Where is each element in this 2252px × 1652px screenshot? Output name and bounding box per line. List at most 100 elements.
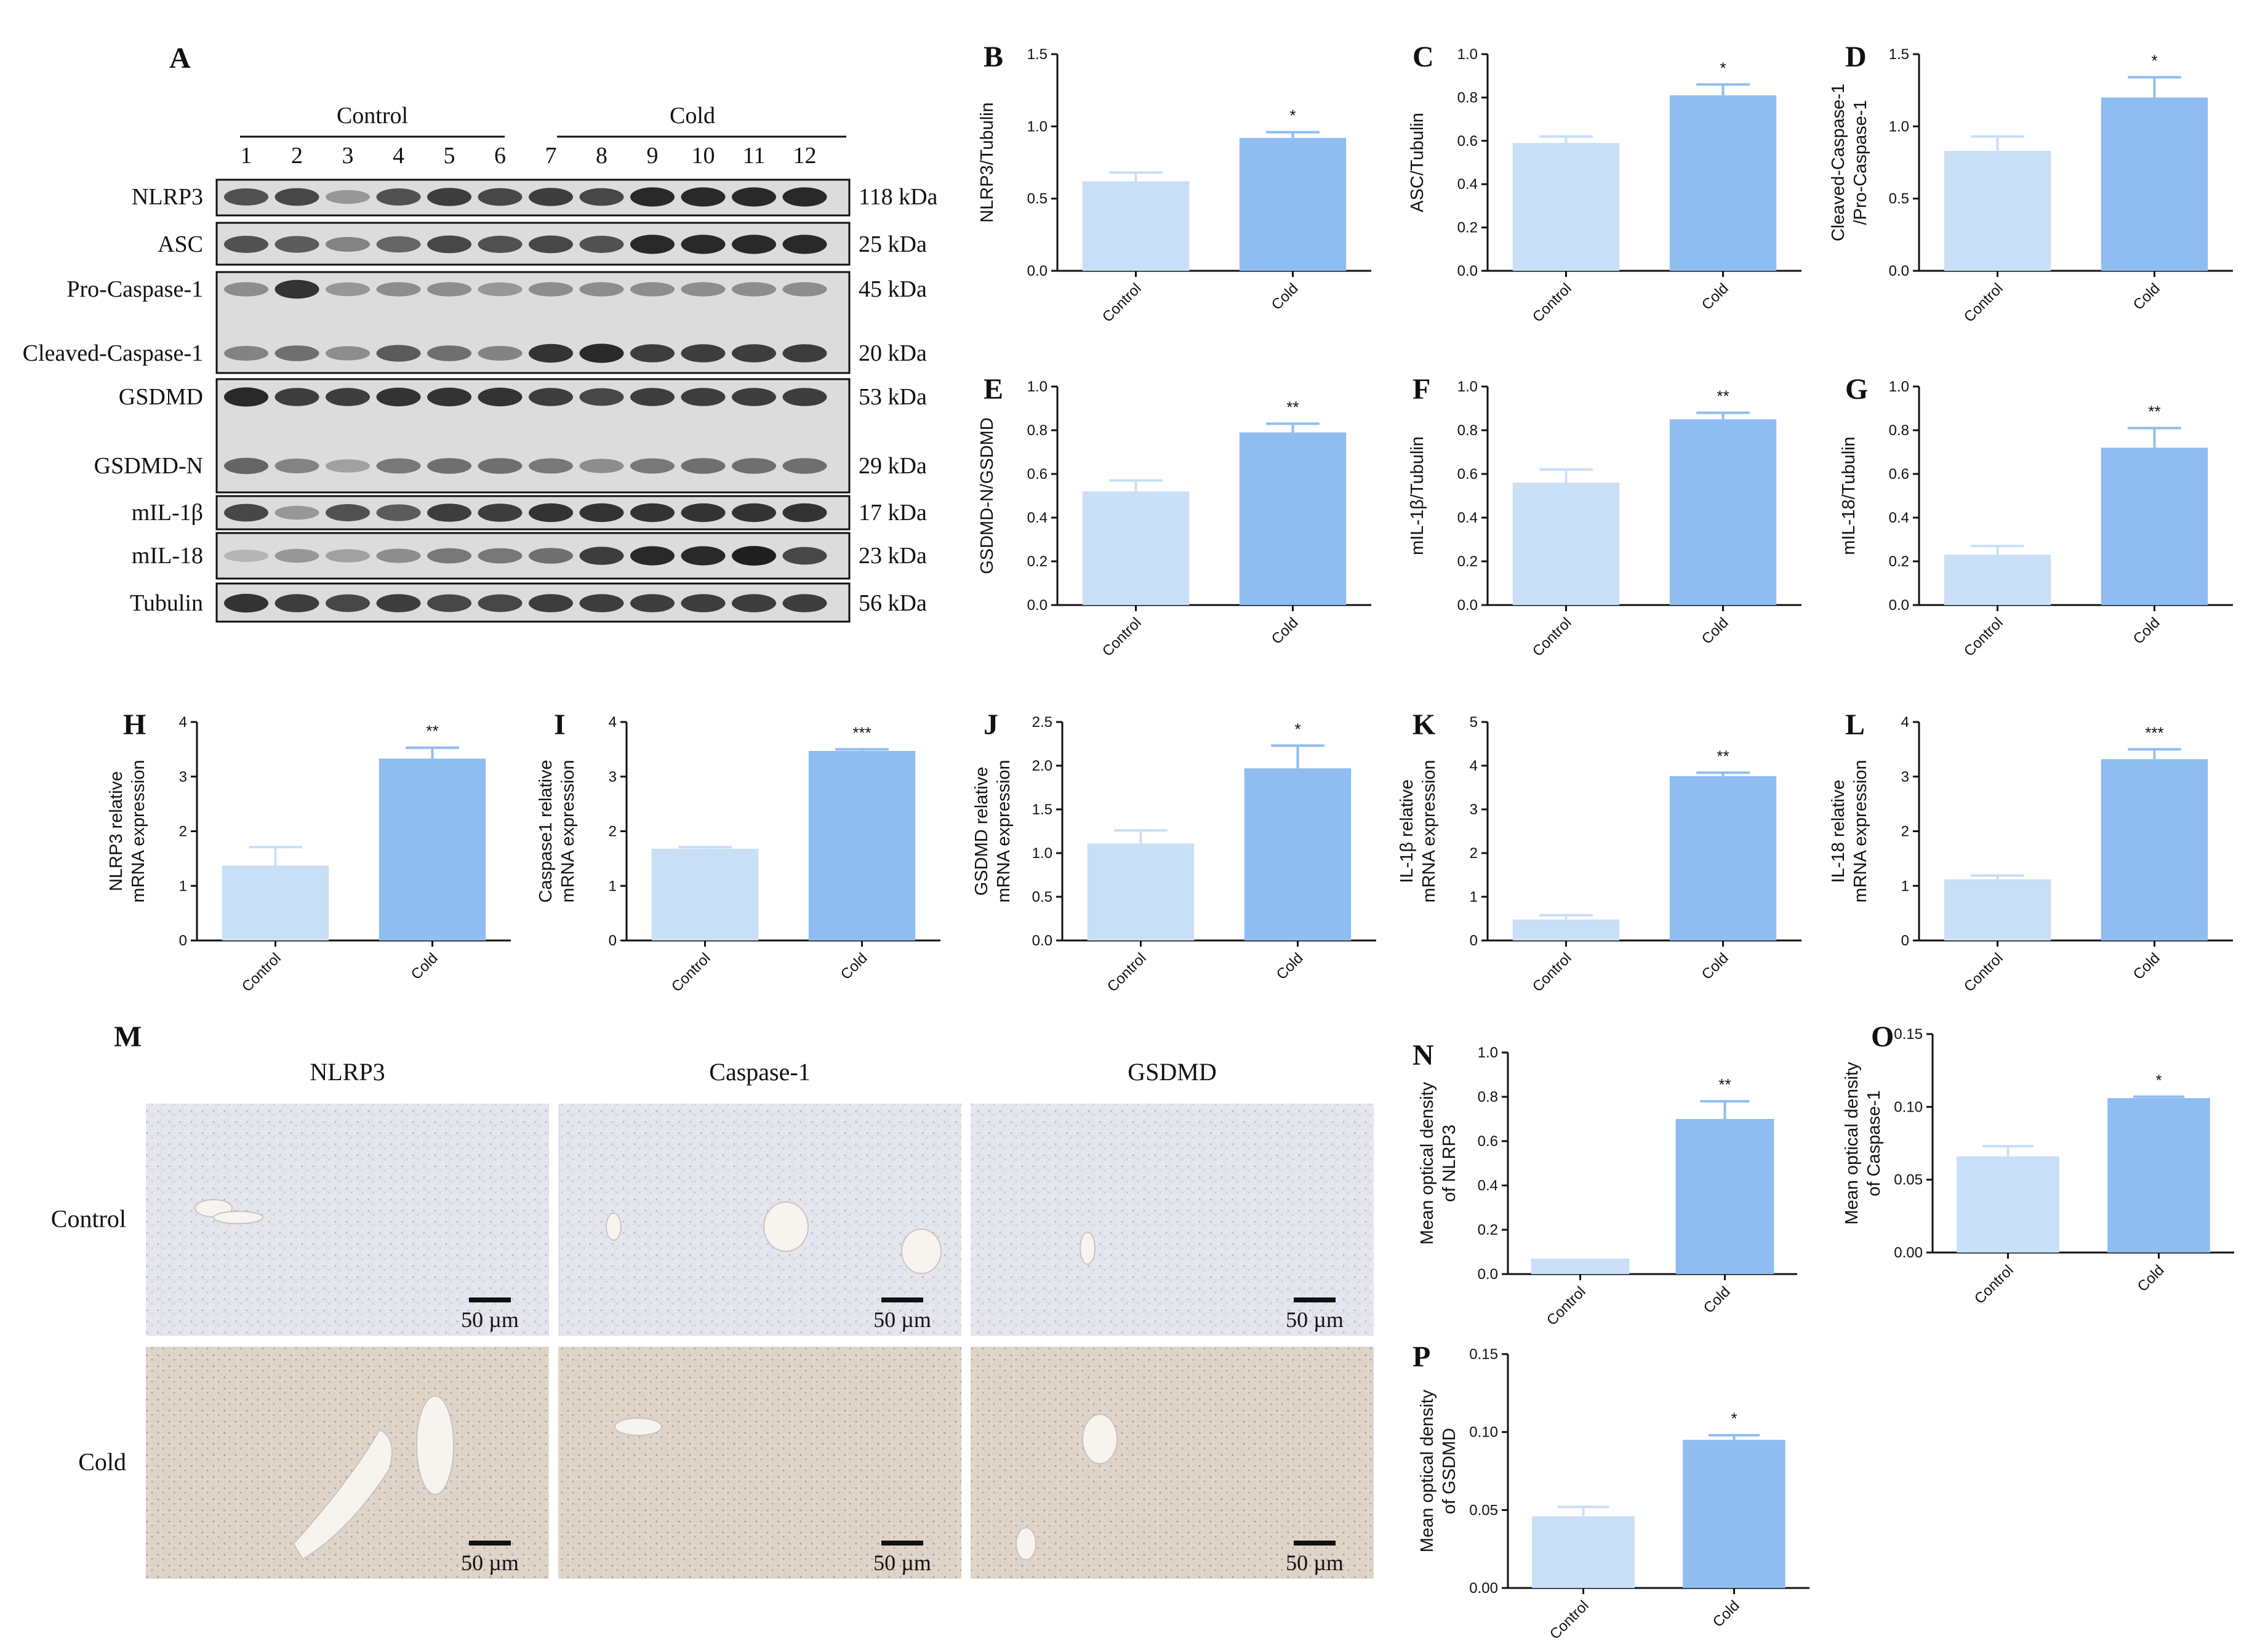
lane-number: 2 xyxy=(291,143,303,169)
blot-band xyxy=(529,458,573,474)
blot-band xyxy=(681,282,726,297)
blot-band xyxy=(732,458,776,474)
vessel-lumen xyxy=(1016,1527,1036,1560)
ihc-column-label: GSDMD xyxy=(1128,1058,1216,1086)
blot-band xyxy=(427,188,471,206)
blot-band xyxy=(326,504,370,521)
blot-band xyxy=(427,345,471,361)
scale-bar-label: 50 µm xyxy=(1286,1307,1344,1332)
panel-letter-N: N xyxy=(1413,1039,1434,1072)
blot-band xyxy=(326,190,370,204)
y-tick-label: 3 xyxy=(609,769,617,785)
x-tick-label: Control xyxy=(1961,614,2006,660)
chart-O: O 0.00 0.05 0.10 0.15 Mean optical density of … xyxy=(1842,1020,2234,1307)
blot-band xyxy=(326,594,370,612)
lane-number: 1 xyxy=(241,143,252,169)
blot-band xyxy=(376,387,421,407)
y-axis-label: ASC/Tubulin xyxy=(1408,113,1427,212)
blot-band xyxy=(579,503,624,523)
y-tick-label: 1.0 xyxy=(1889,379,1909,395)
vessel-lumen xyxy=(763,1201,809,1252)
blot-band xyxy=(478,594,523,612)
blot-row-label: mIL-18 xyxy=(132,543,203,569)
ihc-row-label: Control xyxy=(51,1205,126,1233)
blot-band xyxy=(782,547,827,565)
bar-control xyxy=(1512,483,1620,605)
blot-band xyxy=(224,550,268,562)
blot-band xyxy=(681,503,726,523)
chart-H: H 0 1 2 3 4 NLRP3 relative mRNA expression Contr… xyxy=(106,708,511,995)
chart-B: B 0.0 0.5 1.0 1.5 NLRP3/Tubulin Control Cold * xyxy=(977,41,1371,326)
y-tick-label: 0.2 xyxy=(1478,1222,1498,1238)
scale-bar-label: 50 µm xyxy=(1286,1550,1344,1575)
chart-E: E 0.0 0.2 0.4 0.6 0.8 1.0 GSDMD-N/GSDMD Control C… xyxy=(977,373,1371,660)
y-tick-label: 0 xyxy=(1901,932,1909,949)
blot-band xyxy=(782,458,827,474)
y-tick-label: 0.0 xyxy=(1027,597,1048,614)
blot-kda-label: 45 kDa xyxy=(859,276,927,302)
bar-control xyxy=(651,848,759,940)
bar-cold xyxy=(1669,95,1777,271)
lane-number: 12 xyxy=(793,143,817,169)
ihc-tissue-image xyxy=(558,1104,961,1336)
blot-row-label: mIL-1β xyxy=(132,500,203,526)
y-tick-label: 0.8 xyxy=(1478,1089,1498,1105)
x-tick-label: Control xyxy=(1961,950,2006,995)
y-tick-label: 4 xyxy=(179,714,187,731)
x-tick-label: Cold xyxy=(408,950,441,983)
x-tick-label: Control xyxy=(239,950,284,995)
bar-cold xyxy=(1675,1119,1774,1274)
bar-cold xyxy=(808,751,916,940)
y-tick-label: 1.0 xyxy=(1889,118,1909,135)
y-axis-label: mRNA expression xyxy=(1419,760,1439,902)
y-tick-label: 0.8 xyxy=(1027,422,1048,439)
ihc-tissue-image xyxy=(558,1347,961,1579)
blot-band xyxy=(681,594,726,612)
bar-control xyxy=(1944,555,2051,605)
blot-band xyxy=(478,282,523,297)
chart-K: K 0 1 2 3 4 5 IL-1β relative mRNA expression Cont… xyxy=(1397,708,1801,995)
y-tick-label: 1.0 xyxy=(1027,379,1048,395)
blot-band xyxy=(529,388,573,406)
vessel-lumen xyxy=(292,1429,393,1560)
panel-letter-O: O xyxy=(1871,1020,1894,1053)
x-tick-label: Control xyxy=(668,950,714,995)
y-tick-label: 0.5 xyxy=(1027,191,1048,207)
vessel-lumen xyxy=(614,1417,662,1436)
vessel-lumen xyxy=(1082,1414,1118,1464)
blot-band xyxy=(274,188,319,206)
blot-band xyxy=(782,503,827,523)
y-tick-label: 1.0 xyxy=(1478,1045,1498,1061)
y-tick-label: 0.2 xyxy=(1889,553,1909,570)
y-tick-label: 0.5 xyxy=(1032,889,1052,905)
blot-band xyxy=(529,594,573,612)
x-tick-label: Cold xyxy=(2130,280,2163,313)
significance-marker: ** xyxy=(2148,402,2160,420)
y-tick-label: 0.6 xyxy=(1457,133,1478,150)
x-tick-label: Cold xyxy=(1701,1283,1734,1317)
blot-band xyxy=(681,388,726,406)
y-axis-label: Cleaved-Caspase-1 xyxy=(1829,84,1848,241)
bar-cold xyxy=(1244,768,1352,940)
panel-letter-K: K xyxy=(1413,708,1435,741)
bar-control xyxy=(222,865,329,940)
chart-J: J 0.0 0.5 1.0 1.5 2.0 2.5 GSDMD relative mRNA ex… xyxy=(972,708,1376,995)
lane-number: 7 xyxy=(545,143,557,169)
ihc-tissue-image xyxy=(146,1347,549,1579)
scale-bar-label: 50 µm xyxy=(461,1550,519,1575)
lane-number: 4 xyxy=(393,143,404,169)
blot-band xyxy=(274,459,319,473)
x-tick-label: Control xyxy=(1547,1597,1592,1643)
blot-band xyxy=(427,594,471,612)
blot-band xyxy=(732,594,776,612)
lane-number: 3 xyxy=(342,143,354,169)
x-tick-label: Cold xyxy=(1268,614,1302,648)
y-tick-label: 1.5 xyxy=(1027,46,1048,63)
ihc-tissue-image xyxy=(146,1104,549,1336)
blot-row-label: GSDMD xyxy=(119,384,203,410)
blot-band xyxy=(579,594,624,612)
x-tick-label: Cold xyxy=(1710,1597,1743,1630)
y-tick-label: 0.00 xyxy=(1469,1580,1498,1597)
y-axis-label: mRNA expression xyxy=(994,760,1014,902)
